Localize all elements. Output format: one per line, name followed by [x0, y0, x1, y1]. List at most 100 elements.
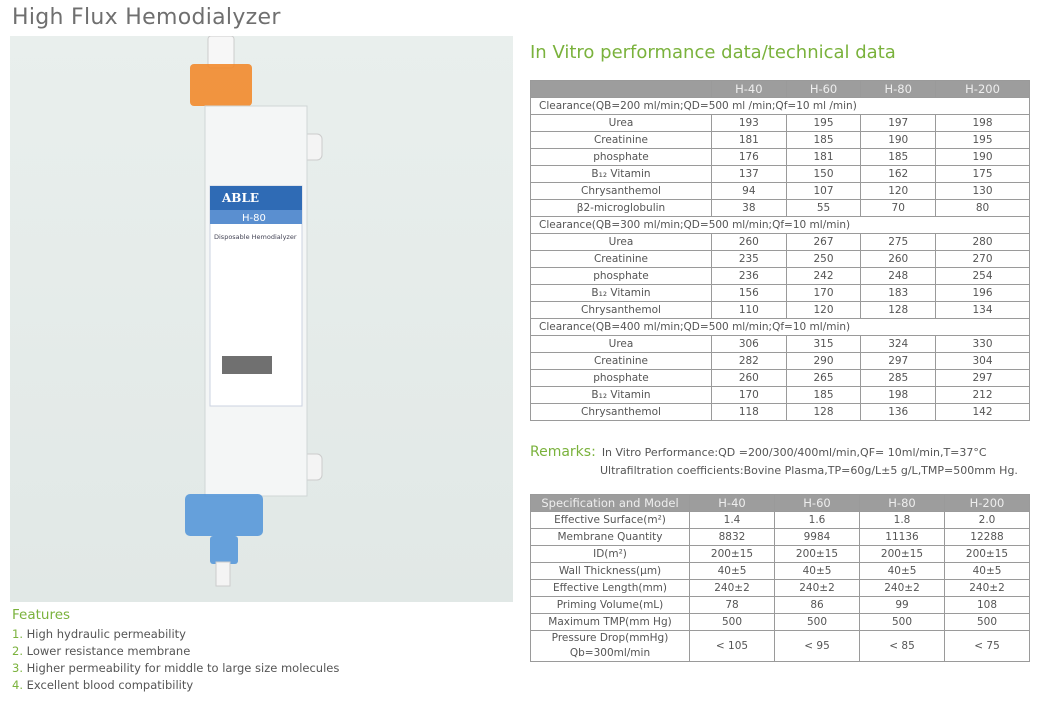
- table-row: Maximum TMP(mm Hg) 500 500 500 500: [530, 613, 1030, 631]
- header-row: Specification and Model H-40 H-60 H-80 H-200: [530, 494, 1030, 512]
- column-header: Specification and Model: [530, 494, 690, 512]
- feature-number: 4.: [12, 678, 27, 692]
- table-cell: 280: [935, 233, 1030, 251]
- row-label: phosphate: [530, 369, 712, 387]
- row-label: phosphate: [530, 148, 712, 166]
- table-cell: 500: [689, 613, 775, 631]
- table-cell: 176: [711, 148, 787, 166]
- table-cell: 128: [860, 301, 937, 319]
- table-cell: 175: [935, 165, 1030, 183]
- table-cell: 285: [860, 369, 937, 387]
- remarks: Remarks: In Vitro Performance:QD =200/300…: [530, 444, 1018, 477]
- table-row: Chrysanthemol 110 120 128 134: [530, 301, 1030, 319]
- features: Features 1. High hydraulic permeability 2…: [12, 607, 339, 694]
- table-cell: 136: [860, 403, 937, 421]
- section-row: Clearance(QB=200 ml/min;QD=500 ml /min;Q…: [530, 97, 1030, 115]
- table-cell: 170: [711, 386, 787, 404]
- table-cell: 306: [711, 335, 787, 353]
- table-row: Wall Thickness(μm) 40±5 40±5 40±5 40±5: [530, 562, 1030, 580]
- feature-item: 2. Lower resistance membrane: [12, 643, 339, 660]
- table-cell: 240±2: [859, 579, 945, 597]
- table-cell: 107: [785, 182, 862, 200]
- table-cell: 195: [785, 114, 862, 132]
- table-row: phosphate 176 181 185 190: [530, 148, 1030, 166]
- table-cell: 185: [860, 148, 937, 166]
- row-label: Urea: [530, 335, 712, 353]
- table-cell: 183: [860, 284, 937, 302]
- row-label: Effective Surface(m²): [530, 511, 690, 529]
- row-label: Chrysanthemol: [530, 403, 712, 421]
- table-cell: 197: [860, 114, 937, 132]
- table-cell: 260: [860, 250, 937, 268]
- table-cell: 156: [711, 284, 787, 302]
- table-cell: 8832: [689, 528, 775, 546]
- section-row: Clearance(QB=400 ml/min;QD=500 ml/min;Qf…: [530, 318, 1030, 336]
- table-cell: 99: [859, 596, 945, 614]
- table-cell: 12288: [944, 528, 1030, 546]
- column-header: [530, 80, 712, 98]
- column-header: H-200: [935, 80, 1030, 98]
- table-cell: 181: [785, 148, 862, 166]
- table-cell: 137: [711, 165, 787, 183]
- table-cell: 170: [785, 284, 862, 302]
- table-cell: 330: [935, 335, 1030, 353]
- feature-item: 3. Higher permeability for middle to lar…: [12, 660, 339, 677]
- feature-text: Excellent blood compatibility: [26, 678, 194, 692]
- brand-logo: ABLE: [221, 191, 259, 205]
- table-cell: 40±5: [944, 562, 1030, 580]
- table-cell: 128: [785, 403, 862, 421]
- row-label: B₁₂ Vitamin: [530, 284, 712, 302]
- table-row: B₁₂ Vitamin 156 170 183 196: [530, 284, 1030, 302]
- row-label: Chrysanthemol: [530, 182, 712, 200]
- feature-number: 1.: [12, 627, 27, 641]
- table-cell: 120: [860, 182, 937, 200]
- feature-item: 1. High hydraulic permeability: [12, 626, 339, 643]
- remarks-label: Remarks:: [530, 444, 596, 460]
- table-cell: 2.0: [944, 511, 1030, 529]
- table-row: Chrysanthemol 94 107 120 130: [530, 182, 1030, 200]
- table-row: phosphate 236 242 248 254: [530, 267, 1030, 285]
- specification-table: Specification and Model H-40 H-60 H-80 H-200…: [530, 494, 1030, 662]
- table-cell: 40±5: [774, 562, 860, 580]
- section-label: Clearance(QB=400 ml/min;QD=500 ml/min;Qf…: [530, 318, 1030, 336]
- table-row: Creatinine 235 250 260 270: [530, 250, 1030, 268]
- table-cell: 260: [711, 369, 787, 387]
- table-cell: 185: [785, 131, 862, 149]
- table-cell: 11136: [859, 528, 945, 546]
- feature-item: 4. Excellent blood compatibility: [12, 677, 339, 694]
- column-header: H-200: [944, 494, 1030, 512]
- table-cell: 195: [935, 131, 1030, 149]
- page-title: High Flux Hemodialyzer: [12, 5, 281, 30]
- row-label: Creatinine: [530, 352, 712, 370]
- table-cell: 240±2: [689, 579, 775, 597]
- table-cell: 1.4: [689, 511, 775, 529]
- row-label: Urea: [530, 233, 712, 251]
- row-label: B₁₂ Vitamin: [530, 165, 712, 183]
- table-cell: 86: [774, 596, 860, 614]
- table-cell: 190: [860, 131, 937, 149]
- table-row: Effective Length(mm) 240±2 240±2 240±2 240±2: [530, 579, 1030, 597]
- column-header: H-80: [860, 80, 937, 98]
- table-cell: 254: [935, 267, 1030, 285]
- table-row: B₁₂ Vitamin 137 150 162 175: [530, 165, 1030, 183]
- table-cell: 9984: [774, 528, 860, 546]
- table-cell: 315: [785, 335, 862, 353]
- table-cell: 240±2: [774, 579, 860, 597]
- table-cell: < 75: [944, 630, 1030, 662]
- table-cell: 80: [935, 199, 1030, 217]
- table-cell: 270: [935, 250, 1030, 268]
- product-photo: ABLE H-80 Disposable Hemodialyzer: [10, 35, 513, 602]
- table-cell: 242: [785, 267, 862, 285]
- table-cell: 267: [785, 233, 862, 251]
- column-header: H-40: [689, 494, 775, 512]
- table-cell: 500: [859, 613, 945, 631]
- table-cell: 120: [785, 301, 862, 319]
- section-label: Clearance(QB=300 ml/min;QD=500 ml/min;Qf…: [530, 216, 1030, 234]
- table-cell: 185: [785, 386, 862, 404]
- row-label: Pressure Drop(mmHg) Qb=300ml/min: [530, 630, 690, 662]
- table-cell: 500: [774, 613, 860, 631]
- table-cell: 265: [785, 369, 862, 387]
- table-cell: < 105: [689, 630, 775, 662]
- table-row: Urea 193 195 197 198: [530, 114, 1030, 132]
- table-cell: 1.6: [774, 511, 860, 529]
